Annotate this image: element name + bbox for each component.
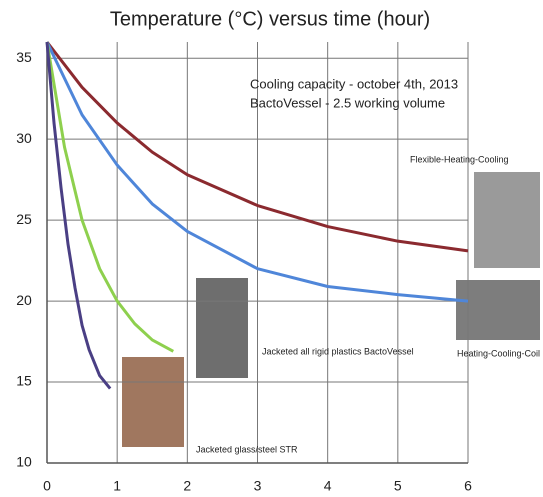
series-label: Jacketed glass/steel STR (196, 444, 298, 454)
photo (196, 278, 248, 378)
x-tick-label: 5 (394, 478, 402, 494)
x-tick-label: 2 (183, 478, 191, 494)
x-tick-label: 0 (43, 478, 51, 494)
x-tick-label: 1 (113, 478, 121, 494)
y-tick-label: 10 (16, 454, 32, 470)
y-tick-label: 15 (16, 373, 32, 389)
series-line (45, 41, 469, 303)
series-label: Heating-Cooling-Coil (457, 348, 540, 358)
photos (122, 172, 540, 447)
annotation: Cooling capacity - october 4th, 2013 (250, 76, 458, 91)
y-tick-label: 35 (16, 49, 32, 65)
y-tick-label: 20 (16, 292, 32, 308)
photo (122, 357, 184, 447)
chart-title: Temperature (°C) versus time (hour) (110, 8, 430, 30)
series-line (45, 41, 469, 253)
x-tick-label: 3 (254, 478, 262, 494)
series-line (45, 41, 112, 390)
x-tick-label: 4 (324, 478, 332, 494)
series-label: Flexible-Heating-Cooling (410, 154, 509, 164)
photo (474, 172, 540, 268)
y-tick-label: 30 (16, 130, 32, 146)
photo (456, 280, 540, 340)
x-tick-label: 6 (464, 478, 472, 494)
y-tick-label: 25 (16, 211, 32, 227)
series-line (45, 41, 175, 353)
annotation: BactoVessel - 2.5 working volume (250, 95, 445, 110)
series-label: Jacketed all rigid plastics BactoVessel (262, 346, 414, 356)
